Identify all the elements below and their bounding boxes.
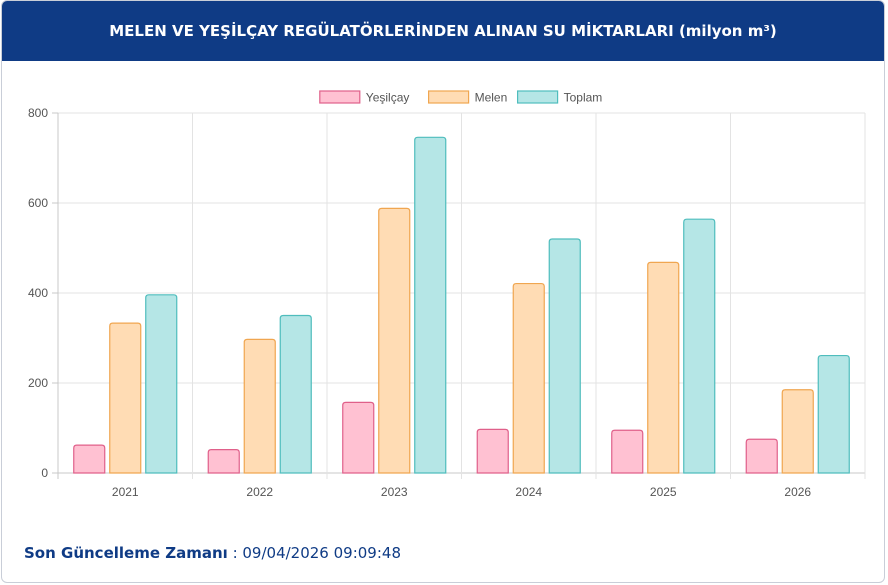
- bar-melen-2025: [647, 261, 680, 474]
- x-tick-label: 2023: [381, 485, 408, 499]
- bar-toplam-2026: [817, 354, 850, 474]
- last-updated-label: Son Güncelleme Zamanı: [24, 544, 228, 562]
- bar-ye-il-ay-2023: [342, 401, 375, 474]
- legend-label: Melen: [475, 91, 508, 105]
- legend-swatch: [516, 90, 559, 104]
- bar-ye-il-ay-2025: [611, 429, 644, 474]
- x-tick-label: 2022: [246, 485, 273, 499]
- bar-melen-2026: [781, 389, 814, 474]
- y-tick-label: 800: [28, 106, 48, 120]
- legend-label: Toplam: [564, 91, 603, 105]
- legend-swatch: [319, 90, 361, 104]
- x-tick-label: 2025: [650, 485, 677, 499]
- chart-area: 0 200 400 600 800 2021 2022 2023 2024 2025 2026 Yeş…: [2, 61, 884, 521]
- bar-toplam-2023: [414, 136, 447, 474]
- last-updated-value: 09/04/2026 09:09:48: [242, 544, 401, 562]
- y-tick-label: 200: [28, 376, 48, 390]
- bar-melen-2022: [243, 338, 276, 474]
- y-tick-label: 600: [28, 196, 48, 210]
- last-updated-separator: :: [227, 544, 243, 562]
- last-updated: Son Güncelleme Zamanı : 09/04/2026 09:09…: [24, 544, 401, 562]
- x-tick-label: 2024: [515, 485, 542, 499]
- bar-toplam-2021: [145, 294, 178, 474]
- bar-ye-il-ay-2022: [207, 449, 240, 474]
- bar-ye-il-ay-2026: [745, 438, 778, 474]
- bar-toplam-2022: [279, 314, 312, 474]
- bar-toplam-2025: [683, 218, 716, 474]
- bar-toplam-2024: [548, 238, 581, 474]
- bar-ye-il-ay-2024: [476, 428, 509, 474]
- x-tick-label: 2026: [784, 485, 811, 499]
- legend-label: Yeşilçay: [366, 91, 410, 105]
- bar-melen-2024: [512, 282, 545, 474]
- bar-melen-2023: [378, 207, 411, 474]
- y-tick-label: 400: [28, 286, 48, 300]
- chart-title: MELEN VE YEŞİLÇAY REGÜLATÖRLERİNDEN ALIN…: [109, 22, 777, 40]
- x-tick-label: 2021: [112, 485, 139, 499]
- bar-melen-2021: [109, 322, 142, 474]
- bar-ye-il-ay-2021: [73, 444, 106, 474]
- y-tick-label: 0: [41, 466, 48, 480]
- chart-header: MELEN VE YEŞİLÇAY REGÜLATÖRLERİNDEN ALIN…: [2, 1, 884, 61]
- legend-swatch: [428, 90, 470, 104]
- bar-chart: 0 200 400 600 800 2021 2022 2023 2024 2025 2026 Yeş…: [28, 90, 866, 499]
